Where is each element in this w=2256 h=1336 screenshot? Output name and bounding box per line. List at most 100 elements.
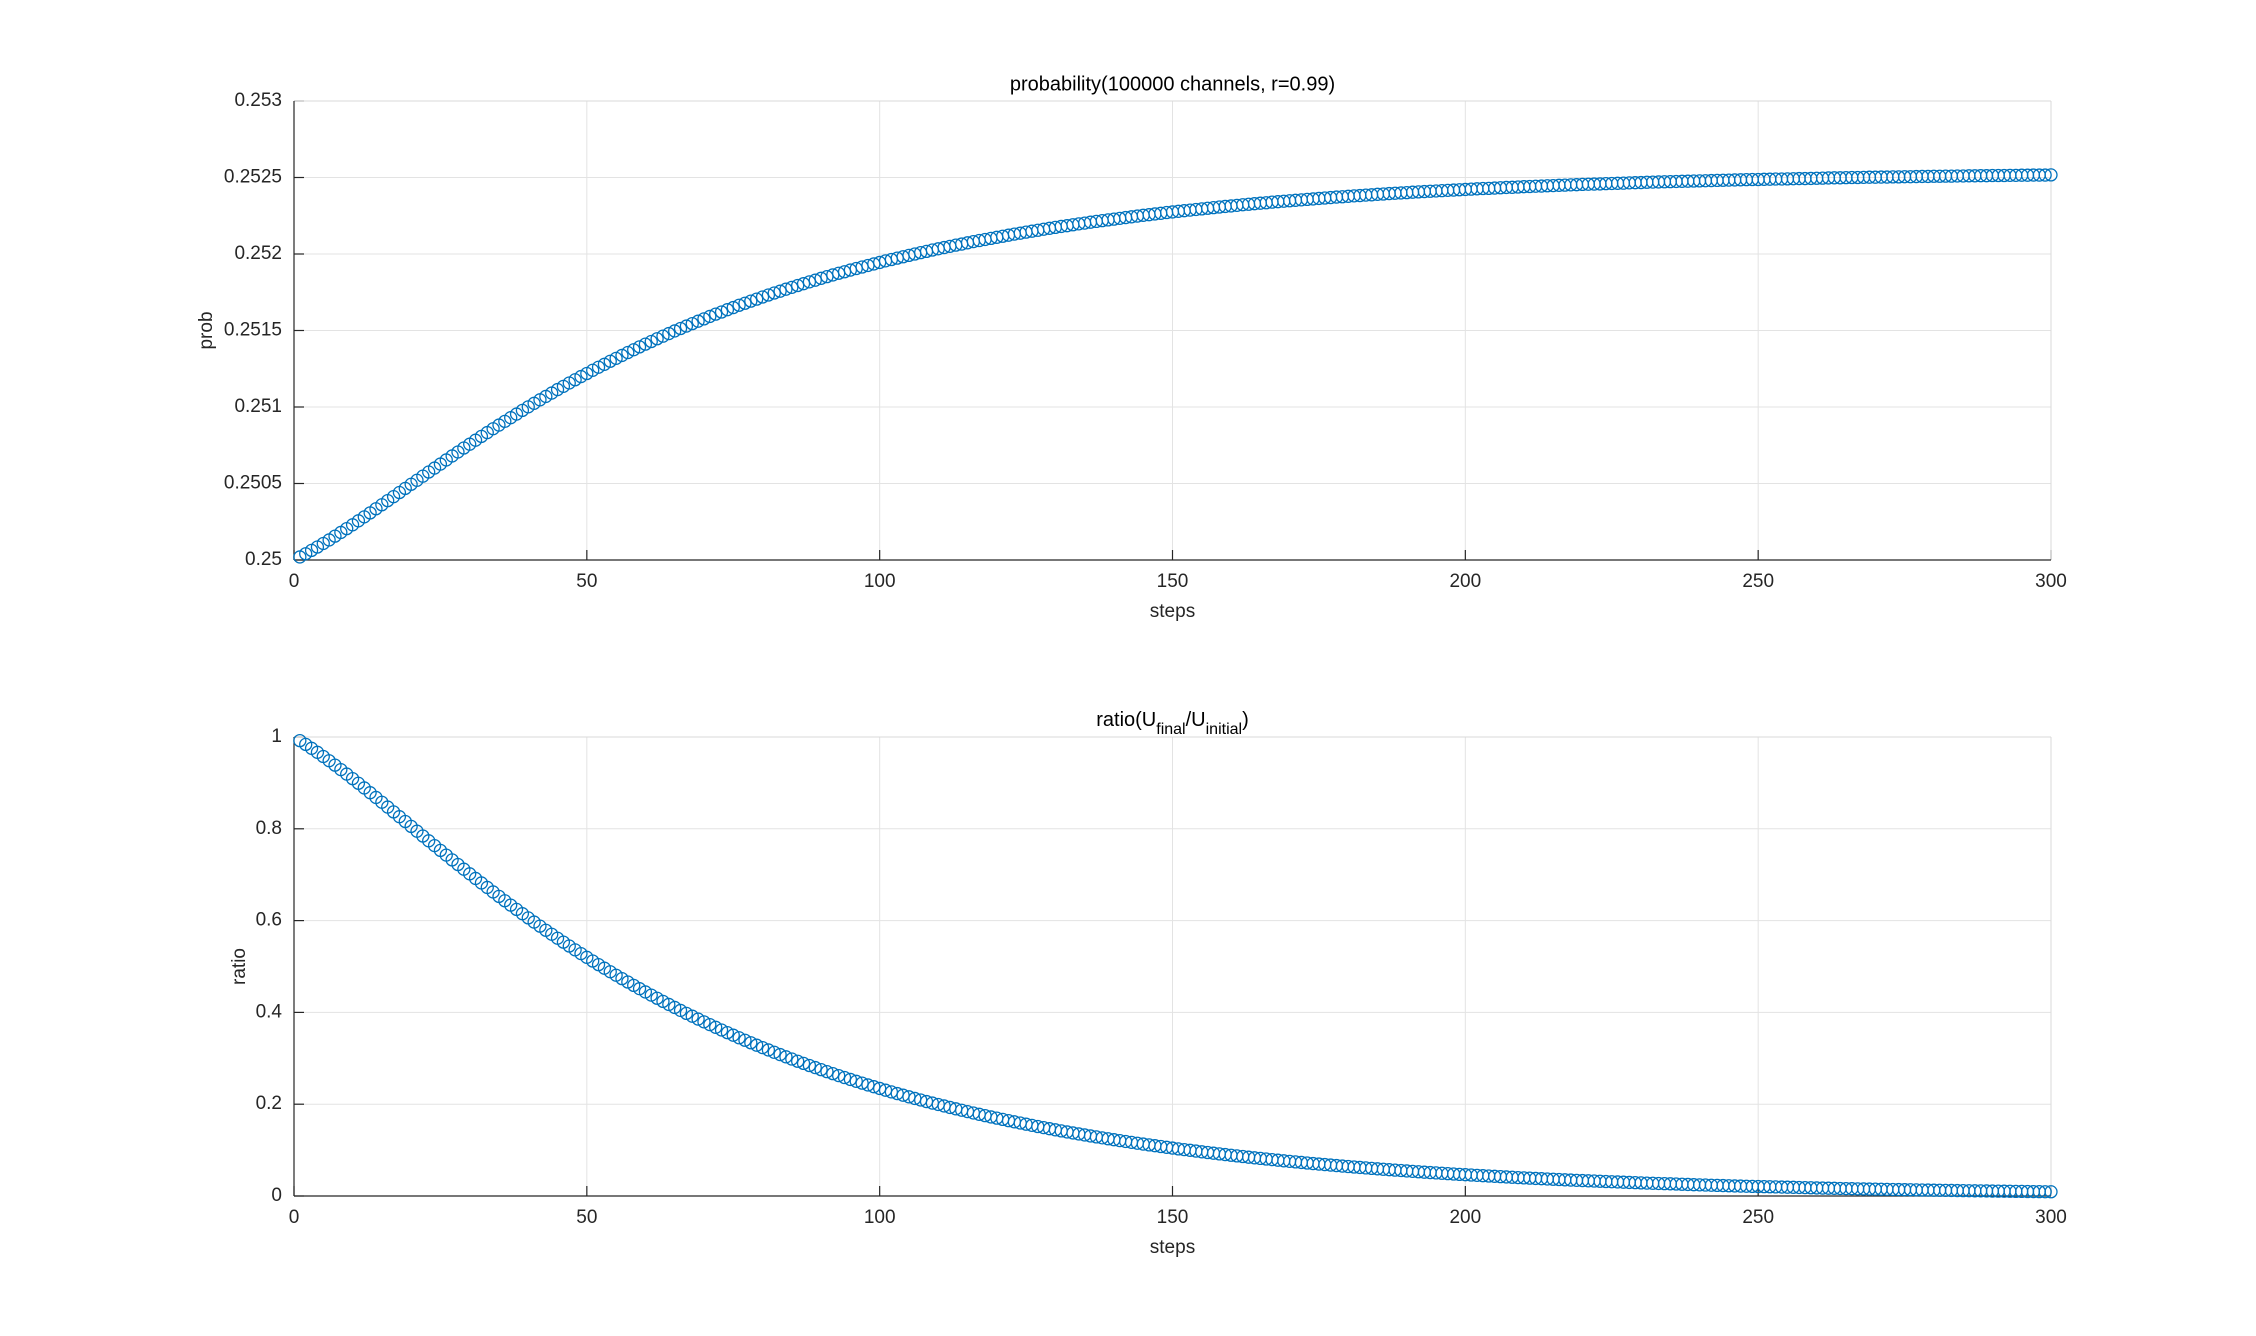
data-point (679, 1006, 694, 1021)
data-point (2044, 1185, 2058, 1199)
data-point (726, 300, 740, 315)
title-part: /U (1186, 709, 1206, 731)
x-tick-label: 0 (289, 571, 300, 592)
x-tick-label: 0 (289, 1207, 300, 1228)
data-point (709, 1020, 723, 1034)
y-tick-label: 0.252 (234, 243, 282, 264)
data-point (720, 1025, 735, 1040)
data-point (750, 1038, 764, 1052)
data-point (738, 296, 752, 310)
data-point (709, 307, 723, 321)
y-axis-label: prob (196, 311, 217, 349)
y-tick-label: 0.25 (245, 549, 282, 570)
data-point (785, 280, 799, 295)
y-axis-label: ratio (229, 948, 250, 985)
data-point (673, 321, 688, 336)
data-point (779, 282, 793, 296)
data-point (867, 1080, 881, 1094)
data-point (685, 316, 699, 331)
x-tick-label: 50 (576, 571, 597, 592)
data-point (785, 1052, 799, 1066)
x-tick-label: 100 (864, 571, 896, 592)
y-tick-label: 0.6 (256, 910, 282, 931)
data-point (2038, 1185, 2052, 1199)
y-tick-label: 0.2515 (224, 320, 282, 341)
data-point (697, 312, 711, 326)
data-point (750, 292, 764, 306)
data-point (703, 309, 717, 324)
data-point (755, 290, 770, 304)
y-tick-label: 0.251 (234, 396, 282, 417)
x-tick-label: 50 (576, 1207, 597, 1228)
y-tick-label: 0.2 (256, 1093, 282, 1114)
title-part: ) (1242, 709, 1249, 731)
y-tick-label: 1 (271, 726, 282, 747)
data-point (656, 329, 670, 343)
title-part: final (1156, 721, 1185, 738)
data-point (808, 1060, 822, 1075)
data-point (744, 1036, 758, 1050)
data-point (714, 305, 729, 319)
data-point (767, 1045, 781, 1059)
data-point (732, 298, 746, 312)
data-point (802, 275, 817, 289)
x-tick-label: 150 (1157, 1207, 1189, 1228)
data-point (761, 1043, 776, 1057)
data-point (873, 1081, 887, 1096)
x-tick-label: 200 (1449, 1207, 1481, 1228)
data-point (685, 1009, 699, 1023)
data-point (761, 288, 776, 302)
data-point (808, 273, 822, 287)
data-point (697, 1015, 711, 1029)
x-tick-label: 250 (1742, 1207, 1774, 1228)
data-point (755, 1040, 770, 1055)
x-tick-label: 250 (1742, 571, 1774, 592)
data-point (644, 334, 658, 349)
data-point (791, 278, 805, 293)
y-tick-label: 0.2505 (224, 473, 282, 494)
chart-title: probability(100000 channels, r=0.99) (1010, 73, 1335, 95)
data-point (738, 1033, 752, 1047)
data-point (826, 1066, 840, 1081)
data-point (837, 1070, 852, 1085)
title-part: initial (1206, 721, 1242, 738)
data-point (814, 1062, 828, 1077)
y-tick-label: 0.253 (234, 90, 282, 111)
data-point (861, 1078, 875, 1092)
data-point (726, 1028, 740, 1042)
data-point (843, 1072, 858, 1087)
data-point (796, 1056, 811, 1071)
data-point (832, 1068, 846, 1083)
data-point (691, 1012, 705, 1026)
y-tick-label: 0.2525 (224, 167, 282, 188)
data-point (802, 1058, 817, 1073)
data-point (849, 1074, 863, 1088)
data-point (650, 332, 664, 346)
data-point (791, 1054, 805, 1068)
data-point (732, 1031, 746, 1045)
y-tick-label: 0.4 (256, 1001, 283, 1022)
x-tick-label: 150 (1157, 571, 1189, 592)
data-point (855, 1076, 869, 1090)
data-point (2038, 168, 2052, 182)
data-point (2044, 168, 2058, 182)
data-point (662, 326, 676, 341)
data-point (773, 284, 787, 298)
data-point (632, 340, 647, 354)
x-tick-label: 200 (1449, 571, 1481, 592)
chart-title: ratio(Ufinal/Uinitial) (1096, 709, 1249, 737)
data-point (744, 294, 758, 308)
title-part: ratio(U (1096, 709, 1156, 731)
data-point (767, 286, 781, 300)
data-point (820, 1065, 834, 1079)
data-point (621, 345, 635, 360)
x-tick-label: 300 (2035, 1207, 2067, 1228)
data-point (779, 1050, 793, 1064)
x-axis-label: steps (1150, 601, 1195, 622)
y-tick-label: 0 (271, 1185, 282, 1206)
data-point (720, 303, 735, 317)
y-tick-label: 0.8 (256, 818, 282, 839)
x-tick-label: 300 (2035, 571, 2067, 592)
data-point (691, 314, 705, 328)
